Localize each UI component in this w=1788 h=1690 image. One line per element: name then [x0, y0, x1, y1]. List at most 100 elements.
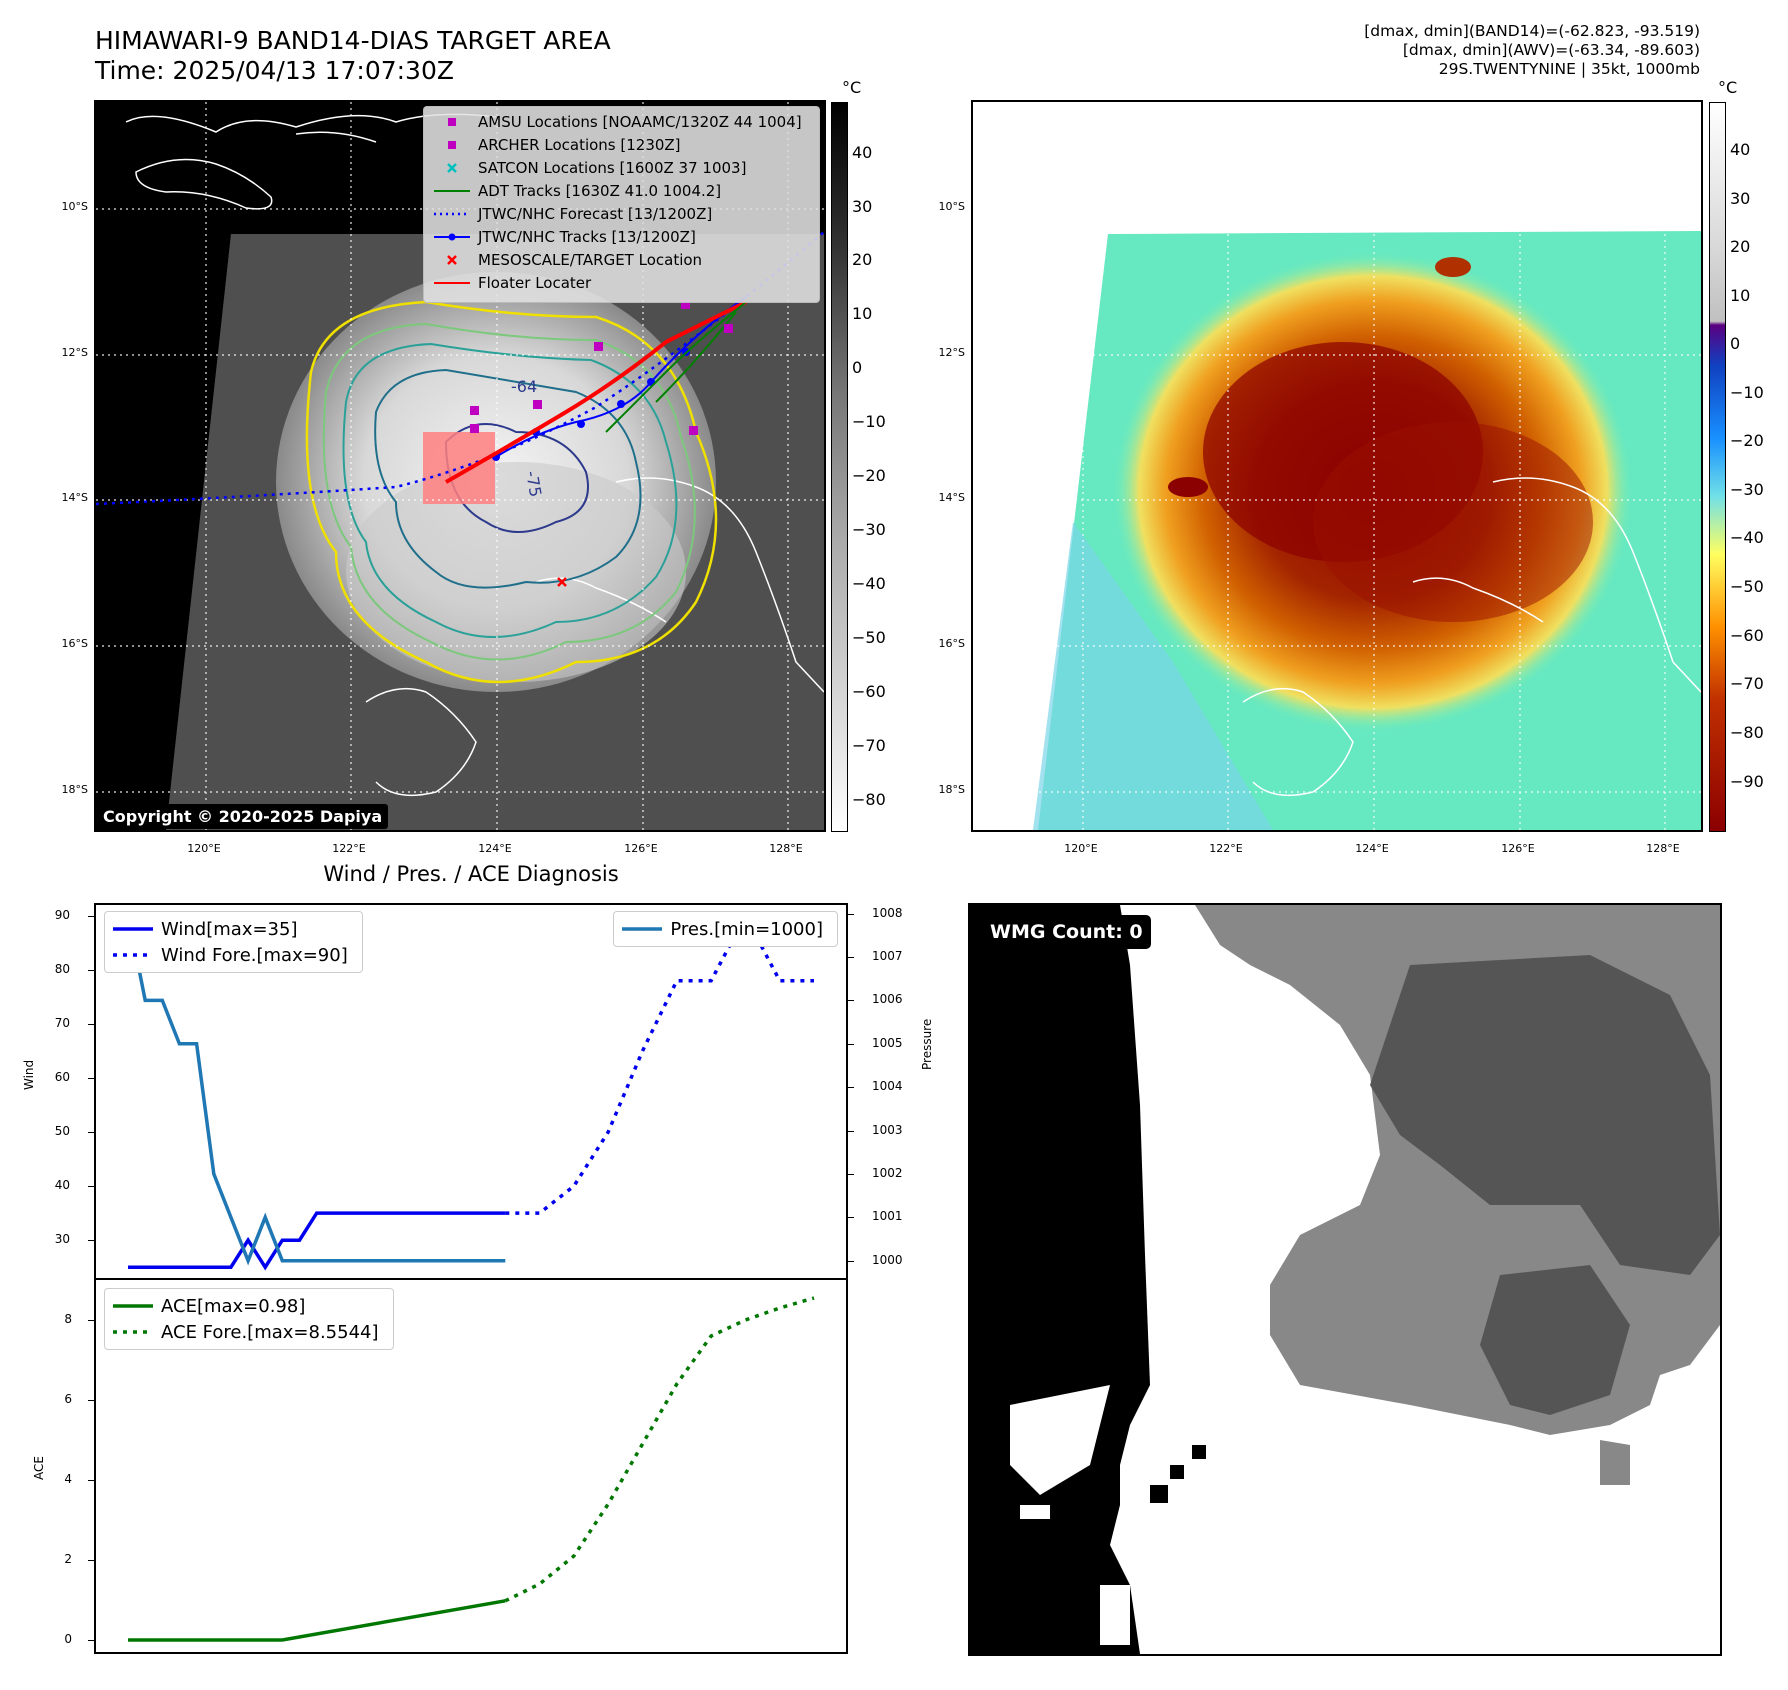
map-legend-label: ADT Tracks [1630Z 41.0 1004.2]	[478, 182, 722, 200]
ace-axis-tick: 2	[64, 1552, 72, 1566]
ace-axis-tick-mark	[88, 1400, 94, 1401]
wind-legend: Wind[max=35] Wind Fore.[max=90]	[104, 911, 363, 973]
pressure-axis-tick-mark	[848, 1131, 854, 1132]
colorbar-right-unit: °C	[1718, 78, 1738, 97]
colorbar-left	[831, 102, 848, 832]
pressure-legend: Pres.[min=1000]	[613, 911, 838, 947]
legend-symbol-icon	[432, 226, 472, 248]
colorbar-left-tick: 30	[852, 197, 873, 216]
enhanced-ir-map-panel	[971, 100, 1703, 832]
enhanced-ir-map-lat-label: 12°S	[938, 346, 965, 359]
copyright-badge: Copyright © 2020-2025 Dapiya	[97, 804, 389, 829]
colorbar-right-tick: −50	[1730, 577, 1764, 596]
ace-legend-swatch	[113, 1304, 153, 1308]
ir-map-lat-label: 16°S	[61, 637, 88, 650]
ace-forecast-series-line	[504, 1296, 815, 1603]
enhanced-ir-map-lat-label: 14°S	[938, 491, 965, 504]
colorbar-right-tick: −70	[1730, 674, 1764, 693]
legend-symbol-icon	[432, 157, 472, 179]
ace-axis-tick-mark	[88, 1560, 94, 1561]
wmg-count-badge: WMG Count: 0	[982, 915, 1151, 949]
wind-axis-tick-mark	[88, 1240, 94, 1241]
pressure-axis-tick-mark	[848, 1044, 854, 1045]
pressure-axis-tick-mark	[848, 914, 854, 915]
pressure-legend-label: Pres.[min=1000]	[670, 918, 823, 940]
wind-axis-tick-mark	[88, 1132, 94, 1133]
ir-map-lon-label: 124°E	[478, 842, 512, 855]
colorbar-right-tick: −30	[1730, 480, 1764, 499]
map-legend-item: JTWC/NHC Forecast [13/1200Z]	[432, 203, 712, 225]
wind-fore-legend-label: Wind Fore.[max=90]	[161, 944, 348, 966]
colorbar-left-tick: 0	[852, 358, 863, 377]
legend-symbol-icon	[432, 272, 472, 294]
colorbar-right-tick: 10	[1730, 286, 1751, 305]
colorbar-left-tick: −70	[852, 736, 886, 755]
pressure-axis-tick: 1004	[872, 1079, 903, 1093]
pressure-axis-label: Pressure	[920, 1018, 934, 1070]
pressure-axis-tick-mark	[848, 957, 854, 958]
wmg-image	[970, 905, 1720, 1654]
target-area-box	[423, 432, 495, 504]
pressure-axis-tick: 1007	[872, 949, 903, 963]
ir-map-lon-label: 126°E	[624, 842, 658, 855]
ir-map-lon-label: 128°E	[769, 842, 803, 855]
legend-symbol-icon	[432, 111, 472, 133]
colorbar-left-tick: −20	[852, 466, 886, 485]
colorbar-right-tick: −90	[1730, 772, 1764, 791]
ir-map-lon-label: 120°E	[187, 842, 221, 855]
colorbar-right-tick: −10	[1730, 383, 1764, 402]
pressure-series-line	[126, 913, 506, 1266]
colorbar-left-tick: −60	[852, 682, 886, 701]
colorbar-right-tick: −40	[1730, 528, 1764, 547]
ace-axis-tick: 0	[64, 1632, 72, 1646]
wind-axis-tick: 90	[54, 908, 70, 922]
pressure-axis-tick: 1001	[872, 1209, 903, 1223]
colorbar-right-tick: 0	[1730, 334, 1741, 353]
pressure-axis-tick: 1003	[872, 1123, 903, 1137]
pressure-axis-tick-mark	[848, 1000, 854, 1001]
wmg-panel: WMG Count: 0	[968, 903, 1722, 1656]
map-legend-label: ARCHER Locations [1230Z]	[478, 136, 681, 154]
wind-legend-swatch	[113, 927, 153, 931]
pressure-axis-tick-mark	[848, 1261, 854, 1262]
ace-axis-label: ACE	[32, 1456, 46, 1480]
ace-axis-tick: 4	[64, 1472, 72, 1486]
map-legend-label: Floater Locater	[478, 274, 592, 292]
wind-axis-tick: 50	[54, 1124, 70, 1138]
info-awv-range: [dmax, dmin](AWV)=(-63.34, -89.603)	[1402, 41, 1700, 59]
enhanced-ir-map-lon-label: 124°E	[1355, 842, 1389, 855]
diagnosis-title: Wind / Pres. / ACE Diagnosis	[323, 862, 619, 886]
colorbar-right-tick: 30	[1730, 189, 1751, 208]
enhanced-ir-map-lon-label: 122°E	[1209, 842, 1243, 855]
pressure-axis-tick: 1008	[872, 906, 903, 920]
pressure-axis-tick-mark	[848, 1174, 854, 1175]
enhanced-ir-map-lon-label: 128°E	[1646, 842, 1680, 855]
map-legend-label: JTWC/NHC Tracks [13/1200Z]	[478, 228, 696, 246]
map-legend-item: SATCON Locations [1600Z 37 1003]	[432, 157, 746, 179]
pressure-axis-tick: 1000	[872, 1253, 903, 1267]
map-legend-label: MESOSCALE/TARGET Location	[478, 251, 703, 269]
colorbar-right-tick: 40	[1730, 140, 1751, 159]
colorbar-left-tick: 10	[852, 304, 873, 323]
colorbar-left-unit: °C	[842, 78, 862, 97]
ace-axis-tick-mark	[88, 1320, 94, 1321]
colorbar-left-tick: 40	[852, 143, 873, 162]
ace-legend-label: ACE[max=0.98]	[161, 1295, 306, 1317]
pressure-axis-tick: 1006	[872, 992, 903, 1006]
info-storm-summary: 29S.TWENTYNINE | 35kt, 1000mb	[1438, 60, 1700, 78]
legend-symbol-icon	[432, 249, 472, 271]
colorbar-right	[1709, 102, 1726, 832]
ir-map-lon-label: 122°E	[332, 842, 366, 855]
enhanced-ir-map-lon-label: 120°E	[1064, 842, 1098, 855]
map-legend-label: SATCON Locations [1600Z 37 1003]	[478, 159, 747, 177]
colorbar-left-tick: −50	[852, 628, 886, 647]
map-legend: AMSU Locations [NOAAMC/1320Z 44 1004] ARC…	[423, 106, 820, 303]
ace-axis-tick: 6	[64, 1392, 72, 1406]
ace-axis-tick-mark	[88, 1480, 94, 1481]
wind-axis-tick-mark	[88, 1186, 94, 1187]
wind-forecast-series-line	[505, 912, 814, 1215]
pressure-axis-tick: 1005	[872, 1036, 903, 1050]
ir-map-lat-label: 10°S	[61, 200, 88, 213]
colorbar-right-tick: −60	[1730, 626, 1764, 645]
map-legend-label: JTWC/NHC Forecast [13/1200Z]	[478, 205, 713, 223]
